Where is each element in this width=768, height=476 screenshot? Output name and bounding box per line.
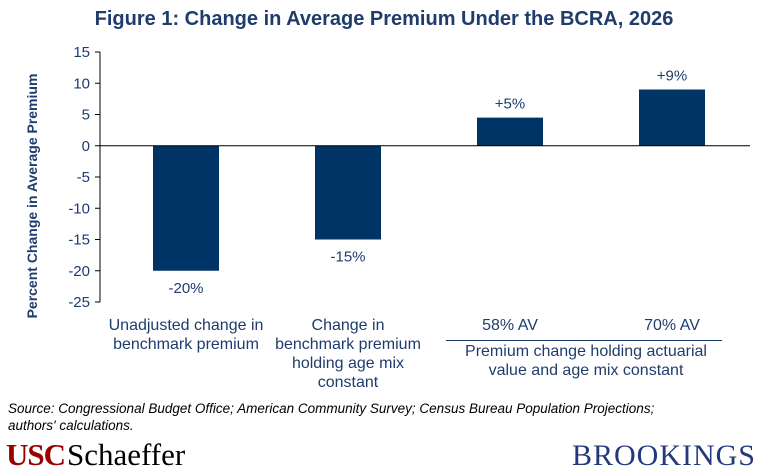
category-label-unadjusted: Unadjusted change in benchmark premium bbox=[96, 316, 276, 354]
source-note: Source: Congressional Budget Office; Ame… bbox=[8, 400, 758, 434]
usc-schaeffer-logo: USCSchaeffer bbox=[6, 438, 185, 472]
category-label-line: Unadjusted change in bbox=[108, 317, 264, 334]
y-tick-label: 5 bbox=[82, 107, 90, 124]
y-tick-label: -15 bbox=[68, 232, 90, 249]
y-tick-label: -20 bbox=[68, 263, 90, 280]
group-bracket-line bbox=[446, 340, 722, 341]
data-label: +5% bbox=[495, 96, 525, 113]
y-tick-label: -25 bbox=[68, 294, 90, 311]
data-label: -20% bbox=[168, 280, 203, 297]
group-label-line: Premium change holding actuarial bbox=[465, 343, 707, 360]
schaeffer-logo-text: Schaeffer bbox=[67, 437, 186, 472]
category-label-line: constant bbox=[317, 374, 379, 391]
group-label-line: value and age mix constant bbox=[488, 362, 684, 379]
category-label-line: Change in bbox=[311, 317, 385, 334]
category-label-70-av: 70% AV bbox=[612, 316, 732, 335]
chart-title: Figure 1: Change in Average Premium Unde… bbox=[94, 8, 674, 30]
y-tick-label: 15 bbox=[73, 44, 90, 61]
y-tick-label: 0 bbox=[82, 138, 90, 155]
group-label: Premium change holding actuarial value a… bbox=[436, 342, 736, 380]
data-label: -15% bbox=[330, 249, 365, 266]
y-tick-label: -10 bbox=[68, 200, 90, 217]
bar bbox=[315, 145, 381, 240]
source-line: authors' calculations. bbox=[8, 418, 134, 433]
bar-chart: 15 10 5 0 -5 -10 -15 -20 -25 -20% -15% +5% +9% bbox=[68, 44, 750, 311]
category-label-age-mix: Change in benchmark premium holding age … bbox=[266, 316, 430, 392]
category-label-line: 58% AV bbox=[482, 317, 538, 334]
category-label-58-av: 58% AV bbox=[450, 316, 570, 335]
y-tick-label: -5 bbox=[77, 169, 90, 186]
data-label: +9% bbox=[657, 68, 687, 85]
bar bbox=[153, 145, 219, 271]
category-label-line: benchmark premium bbox=[113, 336, 259, 353]
y-tick-label: 10 bbox=[73, 75, 90, 92]
usc-logo-text: USC bbox=[6, 437, 66, 472]
bar bbox=[477, 117, 543, 146]
category-label-line: holding age mix bbox=[291, 355, 405, 372]
category-label-line: benchmark premium bbox=[275, 336, 421, 353]
bar bbox=[639, 89, 705, 146]
category-label-line: 70% AV bbox=[644, 317, 700, 334]
source-line: Source: Congressional Budget Office; Ame… bbox=[8, 401, 655, 416]
brookings-logo: BROOKINGS bbox=[571, 439, 756, 472]
